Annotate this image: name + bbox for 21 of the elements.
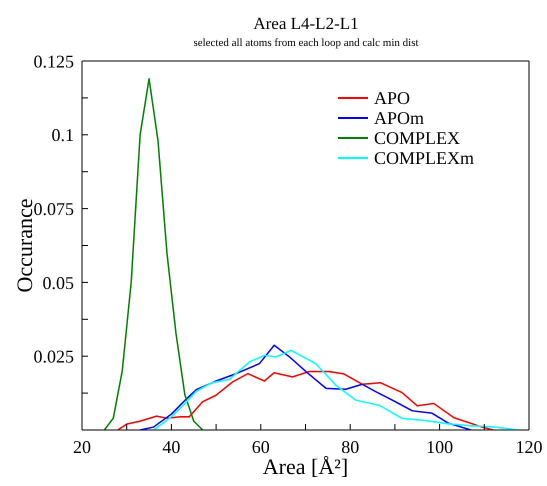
y-tick-label: 0.05 [42,272,74,293]
line-series [117,370,494,430]
x-tick-label: 100 [426,436,454,457]
x-tick-label: 60 [252,436,270,457]
x-tick-label: 40 [162,436,180,457]
legend-label: COMPLEX [374,128,460,148]
legend-label: APO [374,88,410,108]
x-tick-label: 120 [516,436,542,457]
line-series [104,78,204,430]
y-tick-label: 0.125 [34,51,74,72]
legend-label: COMPLEXm [374,148,474,168]
x-tick-label: 80 [341,436,360,457]
y-tick-label: 0.025 [34,346,74,367]
legend-label: APOm [374,108,424,128]
line-series [139,344,472,430]
x-tick-label: 20 [73,436,91,457]
x-axis-title: Area [Å²] [262,454,348,479]
chart-subtitle: selected all atoms from each loop and calc min dist [192,37,420,49]
line-series [152,350,520,430]
y-tick-label: 0.1 [52,125,74,146]
chart-title: Area L4-L2-L1 [252,14,360,34]
